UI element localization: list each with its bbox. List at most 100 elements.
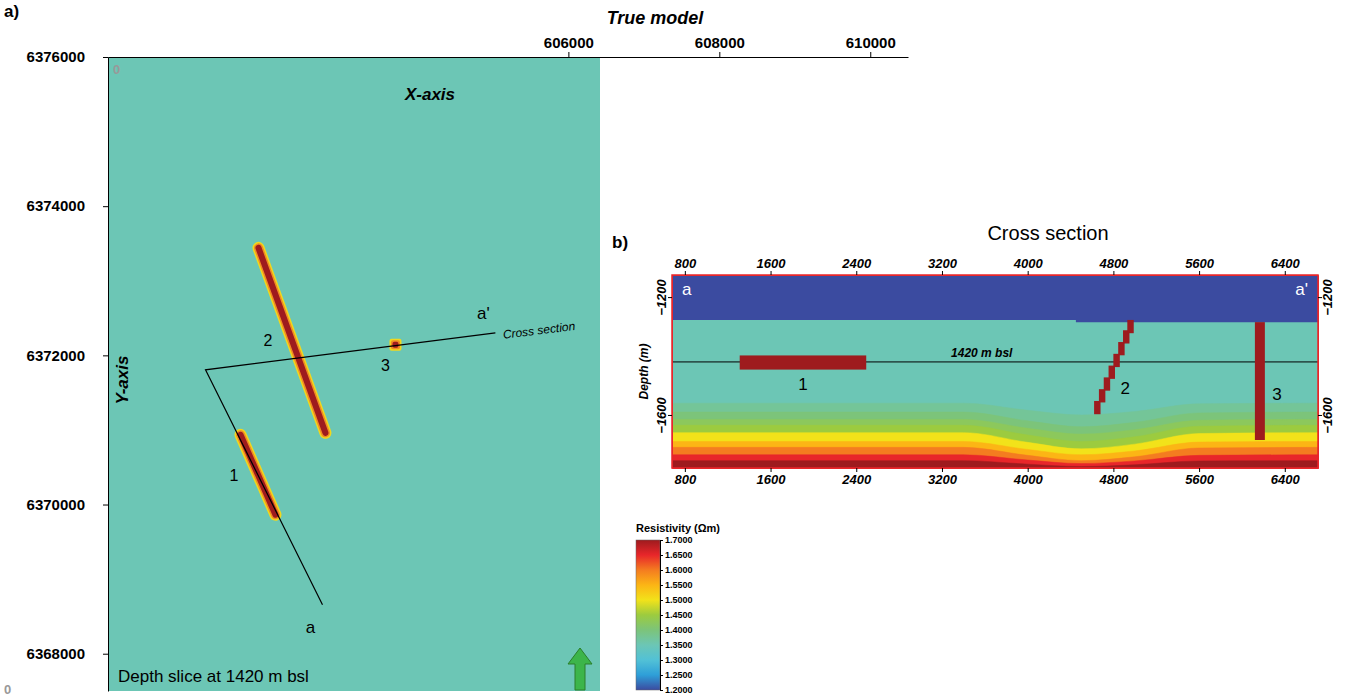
feature-label: 1 bbox=[230, 467, 239, 484]
tick: 5600 bbox=[1185, 256, 1215, 275]
feature-label: 2 bbox=[264, 332, 273, 349]
tick-label: 4000 bbox=[1013, 256, 1044, 271]
tick-mark bbox=[660, 555, 663, 556]
title: True model bbox=[607, 8, 705, 28]
panel-label: b) bbox=[612, 233, 628, 252]
tick-mark bbox=[660, 600, 663, 601]
axis: 606000 608000 610000 bbox=[109, 34, 909, 58]
axis: 63680006370000637200063740006376000 bbox=[27, 48, 109, 691]
tick-label: 800 bbox=[675, 472, 697, 487]
top-layer bbox=[672, 275, 1318, 322]
tick-label: 6400 bbox=[1271, 256, 1301, 271]
axis-line bbox=[1318, 276, 1319, 469]
tick: 6370000 bbox=[27, 496, 108, 513]
axis: −1200 −1600 bbox=[1318, 276, 1335, 469]
axis: 8001600240032004000480056006400 bbox=[673, 468, 1319, 487]
profile-label: a bbox=[306, 618, 316, 637]
layer bbox=[672, 403, 1318, 468]
tick-label: −1200 bbox=[1320, 279, 1335, 316]
title: Cross section bbox=[987, 222, 1108, 244]
tick-label: 800 bbox=[675, 256, 697, 271]
tick-label: 5600 bbox=[1185, 256, 1215, 271]
tick-label: 3200 bbox=[928, 472, 958, 487]
tick: 1600 bbox=[757, 468, 787, 487]
colorbar-title: Resistivity (Ωm) bbox=[636, 522, 720, 534]
axis-title: Depth (m) bbox=[637, 344, 651, 400]
layer bbox=[672, 425, 1318, 468]
tick-mark bbox=[1199, 271, 1200, 275]
body-label: 3 bbox=[1272, 385, 1281, 404]
tick-mark bbox=[660, 675, 663, 676]
tick: 2400 bbox=[841, 468, 872, 487]
tick-label: 4800 bbox=[1098, 472, 1129, 487]
layer bbox=[672, 433, 1318, 468]
tick-mark bbox=[660, 570, 663, 571]
body-label: 1 bbox=[798, 375, 807, 394]
tick-label: 1.3500 bbox=[665, 640, 693, 650]
feature bbox=[258, 248, 325, 433]
tick: 4000 bbox=[1013, 256, 1044, 275]
tick-label: 1600 bbox=[757, 256, 787, 271]
body-cell bbox=[1104, 377, 1110, 390]
tick-mark bbox=[103, 206, 108, 207]
tick-mark bbox=[1285, 271, 1286, 275]
tick: 1.5500 bbox=[660, 580, 693, 590]
tick-mark bbox=[771, 271, 772, 275]
tick-label: 1.2000 bbox=[665, 685, 693, 695]
tick: 1.4000 bbox=[660, 625, 693, 635]
tick: 1.5000 bbox=[660, 595, 693, 605]
figure: 6060006080006100006368000637000063720006… bbox=[0, 0, 1347, 699]
layer bbox=[672, 461, 1318, 468]
slice-label: 1420 m bsl bbox=[951, 346, 1013, 360]
tick-label: 4000 bbox=[1013, 472, 1044, 487]
tick: 800 bbox=[675, 256, 697, 275]
tick: 6368000 bbox=[27, 645, 108, 662]
feature-halo bbox=[258, 248, 325, 433]
tick: −1600 bbox=[1318, 396, 1335, 433]
body bbox=[740, 355, 867, 369]
origin-label: 0 bbox=[4, 682, 11, 697]
tick: 1.2000 bbox=[660, 685, 693, 695]
profile-line bbox=[206, 333, 496, 605]
tick-label: 608000 bbox=[695, 34, 745, 51]
tick-mark bbox=[660, 585, 663, 586]
background bbox=[672, 275, 1318, 468]
tick-label: −1600 bbox=[654, 396, 669, 433]
tick-mark bbox=[1113, 271, 1114, 275]
tick: 6376000 bbox=[27, 48, 108, 65]
tick-mark bbox=[103, 355, 108, 356]
tick-label: 1.3000 bbox=[665, 655, 693, 665]
tick-label: 6374000 bbox=[27, 197, 85, 214]
body-cell bbox=[1118, 342, 1124, 355]
layer bbox=[672, 441, 1318, 468]
tick-label: 1.5000 bbox=[665, 595, 693, 605]
tick-label: −1200 bbox=[654, 279, 669, 316]
tick-mark bbox=[685, 271, 686, 275]
axis-line bbox=[108, 58, 109, 692]
axis-line bbox=[109, 57, 909, 58]
tick-mark bbox=[719, 52, 720, 57]
colorbar-ramp bbox=[636, 540, 660, 690]
tick-mark bbox=[103, 57, 108, 58]
tick-mark bbox=[856, 271, 857, 275]
panel-label: a) bbox=[4, 2, 19, 21]
tick: 610000 bbox=[846, 34, 896, 57]
tick: 2400 bbox=[841, 256, 872, 275]
axis: 8001600240032004000480056006400 bbox=[673, 256, 1319, 276]
tick-mark bbox=[942, 271, 943, 275]
axis-line bbox=[672, 276, 673, 469]
tick: 4800 bbox=[1098, 468, 1129, 487]
tick-label: 6368000 bbox=[27, 645, 85, 662]
axis-title: X-axis bbox=[404, 85, 455, 104]
tick: 3200 bbox=[928, 256, 958, 275]
annotation: Depth slice at 1420 m bsl bbox=[118, 667, 309, 686]
body-cell bbox=[1094, 401, 1100, 414]
tick-label: 6370000 bbox=[27, 496, 85, 513]
panel-background bbox=[604, 218, 1347, 699]
tick: 606000 bbox=[544, 34, 594, 57]
feature-halo bbox=[258, 248, 325, 433]
profile-label: a bbox=[682, 280, 692, 299]
tick: 6400 bbox=[1271, 256, 1301, 275]
tick: 1.3500 bbox=[660, 640, 693, 650]
tick-mark bbox=[660, 540, 663, 541]
